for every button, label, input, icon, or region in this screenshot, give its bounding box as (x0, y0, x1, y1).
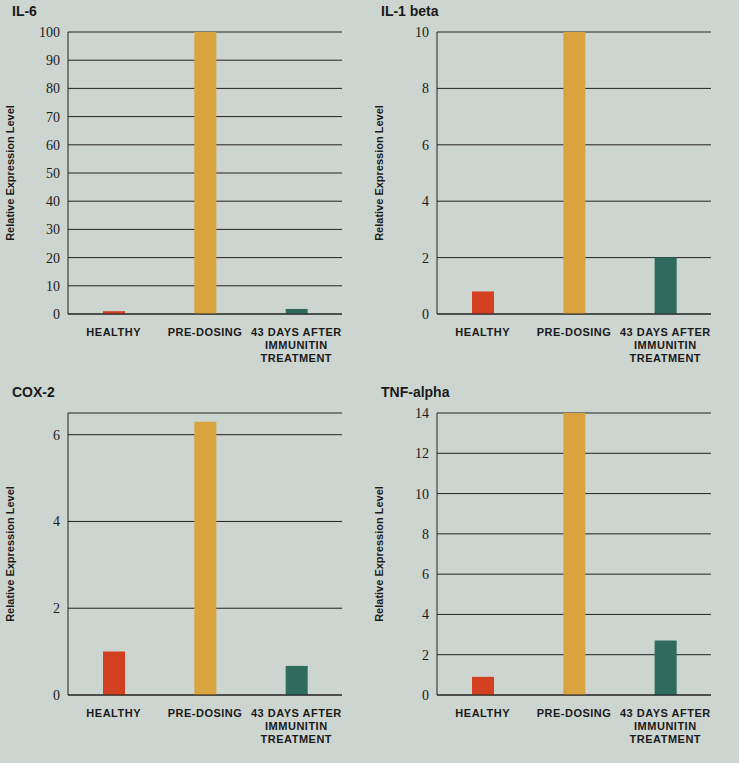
svg-text:50: 50 (46, 166, 60, 181)
svg-text:10: 10 (415, 487, 429, 502)
svg-text:8: 8 (422, 527, 429, 542)
svg-text:0: 0 (53, 307, 60, 322)
svg-text:8: 8 (422, 81, 429, 96)
svg-text:HEALTHY: HEALTHY (455, 326, 510, 338)
svg-text:PRE-DOSING: PRE-DOSING (168, 326, 243, 338)
svg-text:PRE-DOSING: PRE-DOSING (168, 707, 243, 719)
svg-text:10: 10 (415, 25, 429, 40)
svg-text:14: 14 (415, 406, 429, 421)
svg-text:Relative Expression Level: Relative Expression Level (4, 486, 16, 622)
svg-text:2: 2 (422, 251, 429, 266)
svg-text:80: 80 (46, 81, 60, 96)
svg-text:40: 40 (46, 194, 60, 209)
svg-text:HEALTHY: HEALTHY (86, 707, 141, 719)
svg-text:10: 10 (46, 279, 60, 294)
svg-text:20: 20 (46, 251, 60, 266)
svg-text:2: 2 (53, 601, 60, 616)
svg-text:0: 0 (422, 688, 429, 703)
svg-text:43 DAYS AFTERIMMUNITINTREATMEN: 43 DAYS AFTERIMMUNITINTREATMENT (620, 326, 711, 364)
svg-text:30: 30 (46, 222, 60, 237)
svg-text:Relative Expression Level: Relative Expression Level (373, 105, 385, 241)
svg-text:6: 6 (53, 428, 60, 443)
svg-text:6: 6 (422, 138, 429, 153)
svg-text:6: 6 (422, 567, 429, 582)
svg-text:70: 70 (46, 110, 60, 125)
svg-text:4: 4 (422, 194, 429, 209)
html-text:IL-6: IL-6 (12, 3, 37, 19)
html-text:IL-1 beta: IL-1 beta (381, 3, 439, 19)
html-text:TNF-alpha: TNF-alpha (381, 384, 450, 400)
svg-text:43 DAYS AFTERIMMUNITINTREATMEN: 43 DAYS AFTERIMMUNITINTREATMENT (620, 707, 711, 745)
svg-text:90: 90 (46, 53, 60, 68)
svg-text:Relative Expression Level: Relative Expression Level (373, 486, 385, 622)
svg-text:0: 0 (53, 688, 60, 703)
svg-text:4: 4 (53, 514, 60, 529)
svg-text:4: 4 (422, 607, 429, 622)
svg-text:HEALTHY: HEALTHY (455, 707, 510, 719)
html-text:COX-2: COX-2 (12, 384, 55, 400)
svg-text:0: 0 (422, 307, 429, 322)
svg-text:12: 12 (415, 446, 429, 461)
svg-text:43 DAYS AFTERIMMUNITINTREATMEN: 43 DAYS AFTERIMMUNITINTREATMENT (251, 326, 342, 364)
svg-text:100: 100 (39, 25, 60, 40)
svg-text:43 DAYS AFTERIMMUNITINTREATMEN: 43 DAYS AFTERIMMUNITINTREATMENT (251, 707, 342, 745)
svg-text:HEALTHY: HEALTHY (86, 326, 141, 338)
svg-text:PRE-DOSING: PRE-DOSING (537, 326, 612, 338)
svg-text:Relative Expression Level: Relative Expression Level (4, 105, 16, 241)
svg-text:60: 60 (46, 138, 60, 153)
svg-text:2: 2 (422, 648, 429, 663)
svg-text:PRE-DOSING: PRE-DOSING (537, 707, 612, 719)
